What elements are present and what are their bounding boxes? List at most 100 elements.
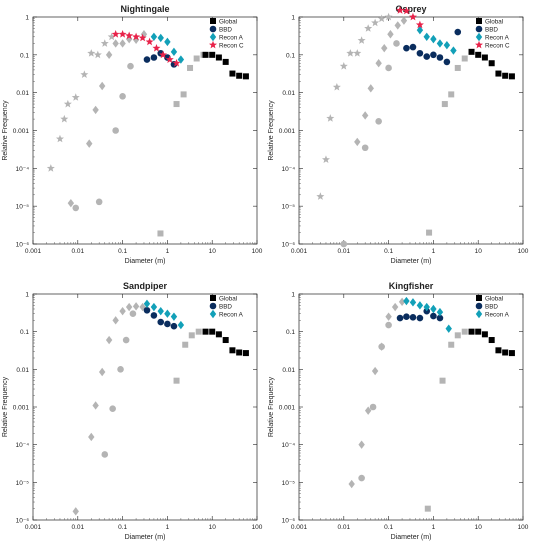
data-point-recon-c (132, 32, 141, 41)
data-point-global (481, 331, 488, 338)
legend-label: Recon C (219, 42, 244, 49)
legend-label: BBD (485, 303, 498, 310)
data-point-unlabeled-square (193, 55, 200, 62)
data-point-unlabeled-diamond (105, 335, 113, 345)
data-point-unlabeled-star (321, 155, 330, 164)
data-point-unlabeled-square (454, 64, 461, 71)
data-point-recon-c (152, 43, 161, 52)
data-point-recon-a (445, 324, 452, 333)
chart-title: Sandpiper (123, 281, 168, 291)
x-tick-label: 0.1 (384, 524, 393, 531)
data-point-global (209, 51, 216, 58)
data-point-unlabeled-circle (101, 451, 109, 458)
legend-label: BBD (219, 26, 232, 33)
data-point-global (242, 350, 249, 357)
x-tick-label: 0.001 (291, 248, 308, 255)
data-point-unlabeled-diamond (361, 111, 369, 120)
data-point-bbd (430, 51, 437, 59)
plot-frame (32, 16, 258, 245)
data-point-unlabeled-diamond (112, 39, 119, 48)
legend-marker-recon-a (209, 309, 217, 319)
x-tick-label: 100 (252, 248, 263, 255)
data-point-global (209, 328, 216, 335)
plot-frame (298, 293, 524, 521)
y-tick-label: 0.001 (13, 128, 30, 135)
data-point-unlabeled-square (448, 91, 455, 98)
data-point-recon-a (436, 39, 444, 48)
data-point-recon-a (450, 46, 457, 55)
data-point-recon-a (150, 302, 158, 312)
data-point-unlabeled-diamond (86, 139, 93, 148)
data-point-unlabeled-circle (385, 321, 392, 329)
data-point-bbd (143, 56, 151, 63)
data-point-global (222, 58, 229, 65)
data-point-unlabeled-circle (369, 403, 377, 411)
data-point-recon-c (125, 31, 134, 40)
y-tick-label: 10⁻⁵ (16, 204, 30, 211)
data-point-recon-a (150, 32, 158, 41)
y-tick-label: 0.01 (16, 90, 29, 97)
data-point-unlabeled-diamond (385, 312, 392, 321)
legend-label: BBD (485, 26, 498, 33)
data-point-recon-a (157, 306, 164, 316)
y-tick-label: 0.01 (282, 90, 295, 97)
data-point-unlabeled-square (188, 332, 195, 339)
data-point-recon-a (170, 47, 178, 57)
data-point-unlabeled-square (182, 341, 189, 348)
legend-label: Recon A (485, 311, 510, 318)
data-point-unlabeled-circle (112, 127, 119, 134)
data-point-unlabeled-circle (393, 40, 400, 47)
data-point-bbd (157, 318, 165, 326)
data-point-global (488, 337, 495, 344)
data-point-unlabeled-star (377, 14, 386, 23)
data-point-unlabeled-circle (361, 144, 369, 152)
data-point-unlabeled-diamond (371, 366, 379, 376)
y-tick-label: 10⁻⁶ (282, 518, 296, 525)
y-axis-label: Relative Frequency (268, 376, 275, 437)
data-point-unlabeled-diamond (400, 16, 408, 25)
y-tick-label: 10⁻⁴ (282, 166, 296, 173)
plot-frame (32, 293, 258, 521)
legend-label: Recon A (485, 34, 510, 41)
x-tick-label: 0.001 (291, 524, 308, 531)
data-point-unlabeled-circle (119, 93, 126, 100)
data-point-recon-c (408, 12, 417, 21)
data-point-unlabeled-star (46, 164, 55, 172)
legend-label: Global (485, 295, 503, 302)
data-point-recon-c (172, 59, 181, 67)
y-tick-label: 10⁻⁶ (16, 518, 30, 525)
data-point-bbd (423, 53, 431, 60)
x-tick-label: 0.1 (384, 248, 393, 255)
x-tick-label: 0.01 (71, 524, 84, 531)
y-tick-label: 10⁻⁴ (282, 442, 296, 449)
data-point-bbd (396, 314, 404, 322)
data-point-recon-a (423, 302, 430, 312)
x-tick-label: 0.1 (118, 248, 127, 255)
x-axis-label: Diameter (m) (391, 258, 432, 265)
data-point-recon-c (165, 55, 174, 63)
data-point-recon-c (111, 30, 120, 38)
legend-marker-global (476, 295, 482, 301)
data-point-global (488, 60, 495, 67)
y-axis-label: Relative Frequency (2, 376, 9, 437)
data-point-global (475, 51, 482, 58)
data-point-unlabeled-star (353, 49, 362, 57)
data-point-recon-a (416, 301, 424, 310)
data-point-bbd (164, 320, 171, 328)
data-point-global (468, 328, 475, 335)
legend-marker-bbd (475, 25, 483, 33)
y-tick-label: 10⁻⁴ (16, 442, 30, 449)
data-point-unlabeled-diamond (387, 30, 394, 39)
data-point-bbd (170, 322, 178, 330)
data-point-unlabeled-diamond (132, 302, 140, 311)
data-point-global (502, 72, 509, 79)
data-point-recon-c (415, 20, 424, 29)
data-point-unlabeled-square (187, 64, 194, 71)
x-tick-label: 0.01 (71, 248, 84, 255)
plot-frame (298, 16, 524, 245)
data-point-recon-a (416, 25, 424, 35)
data-point-unlabeled-star (80, 70, 89, 79)
data-point-global (236, 349, 243, 356)
legend-marker-global (476, 18, 482, 24)
data-point-recon-c (396, 6, 405, 14)
